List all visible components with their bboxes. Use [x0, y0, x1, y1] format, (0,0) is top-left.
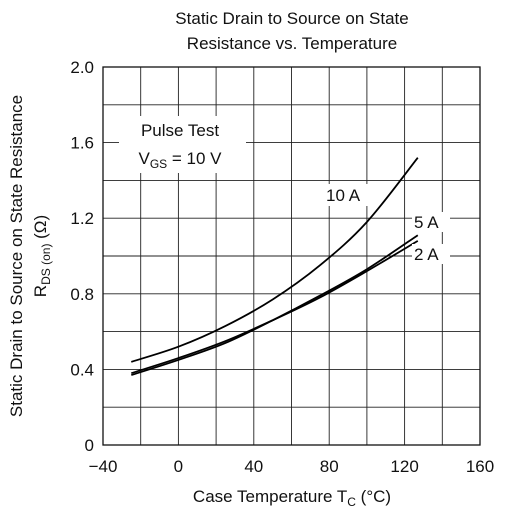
- annotation-line-1: Pulse Test: [141, 121, 219, 140]
- y-axis-label-unit: (Ω): [31, 215, 50, 244]
- x-axis-label: Case Temperature TC (°C): [193, 487, 391, 509]
- y-axis-label-sub: DS (on): [39, 244, 53, 285]
- annotation-box: [119, 116, 246, 173]
- x-tick-label: 120: [390, 457, 418, 476]
- y-axis-label-line-2: RDS (on) (Ω): [31, 215, 53, 297]
- curves: [131, 157, 419, 376]
- y-axis-label-line-1: Static Drain to Source on State Resistan…: [7, 95, 26, 417]
- x-tick-label: 80: [320, 457, 339, 476]
- label-bg-2a: [412, 244, 450, 264]
- annotation-vgs-sub: GS: [150, 157, 167, 171]
- x-axis-label-sub: C: [347, 495, 356, 509]
- y-tick-label: 1.6: [70, 134, 94, 153]
- annotation-vgs-rest: = 10 V: [167, 149, 222, 168]
- x-tick-label: 40: [244, 457, 263, 476]
- series-line-2a: [131, 240, 419, 375]
- x-axis-label-unit: (°C): [356, 487, 391, 506]
- y-axis-label-r: R: [31, 285, 50, 297]
- y-tick-label: 1.2: [70, 209, 94, 228]
- annotation-line-2: VGS = 10 V: [138, 149, 222, 171]
- x-tick-label: 160: [466, 457, 494, 476]
- x-axis-label-main: Case Temperature T: [193, 487, 347, 506]
- series-label-2a: 2 A: [414, 245, 439, 264]
- x-tick-label: −40: [89, 457, 118, 476]
- y-tick-labels: 0 0.4 0.8 1.2 1.6 2.0: [70, 58, 94, 455]
- y-tick-label: 2.0: [70, 58, 94, 77]
- y-tick-label: 0.8: [70, 285, 94, 304]
- series-line-10a: [131, 157, 419, 363]
- annotation-vgs-main: V: [138, 149, 150, 168]
- series-label-5a: 5 A: [414, 213, 439, 232]
- y-tick-label: 0.4: [70, 360, 94, 379]
- label-bg-5a: [412, 212, 450, 232]
- label-bg-10a: [324, 184, 374, 206]
- y-tick-label: 0: [85, 436, 94, 455]
- plot-frame: [102, 66, 481, 446]
- chart-title-line-1: Static Drain to Source on State: [175, 9, 408, 28]
- chart-title-line-2: Resistance vs. Temperature: [187, 34, 397, 53]
- series-label-10a: 10 A: [326, 186, 361, 205]
- x-tick-labels: −40 0 40 80 120 160: [89, 457, 495, 476]
- x-tick-label: 0: [174, 457, 183, 476]
